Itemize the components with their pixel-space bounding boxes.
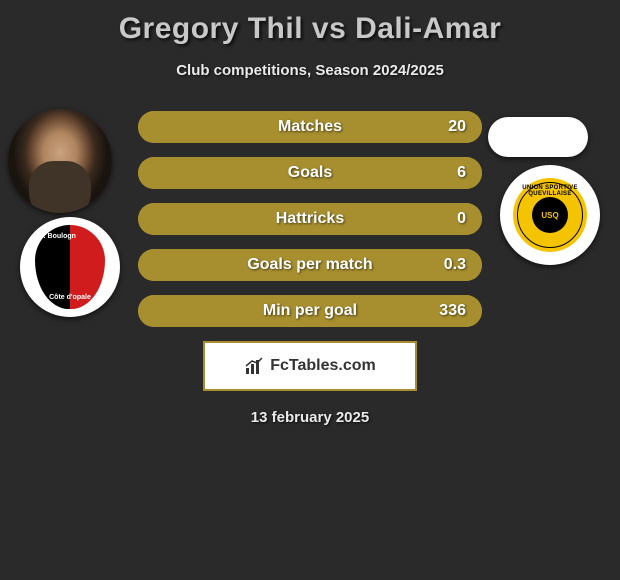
stat-bar-value: 6 [457,157,466,189]
page-title: Gregory Thil vs Dali-Amar [0,0,620,46]
stat-bars: Matches20 Goals6 Hattricks0 Goals per match… [138,109,482,327]
club-left-badge: S. Boulogn Côte d'opale [20,217,120,317]
player-left-avatar [8,109,112,213]
site-logo-text: FcTables.com [270,357,376,375]
stat-bar-label: Goals [138,157,482,189]
club-left-bottom-text: Côte d'opale [35,294,105,301]
club-left-top-text: S. Boulogn [39,233,76,240]
stat-bar: Hattricks0 [138,203,482,235]
stat-bar-value: 20 [448,111,466,143]
stat-bar-value: 0 [457,203,466,235]
club-right-arc-text: UNION SPORTIVE QUEVILLAISE [513,185,587,197]
stat-bar: Min per goal336 [138,295,482,327]
stat-bar-value: 336 [439,295,466,327]
stat-bar: Matches20 [138,111,482,143]
content-area: S. Boulogn Côte d'opale UNION SPORTIVE Q… [0,109,620,426]
stat-bar: Goals6 [138,157,482,189]
club-left-shield: S. Boulogn Côte d'opale [35,225,105,309]
stat-bar-label: Matches [138,111,482,143]
club-right-disc: UNION SPORTIVE QUEVILLAISE USQ [513,178,587,252]
stat-bar: Goals per match0.3 [138,249,482,281]
stat-bar-value: 0.3 [444,249,466,281]
chart-icon [244,356,264,376]
player-right-avatar [488,117,588,157]
club-right-badge: UNION SPORTIVE QUEVILLAISE USQ [500,165,600,265]
page-subtitle: Club competitions, Season 2024/2025 [0,62,620,79]
stat-bar-label: Min per goal [138,295,482,327]
stat-bar-label: Hattricks [138,203,482,235]
stat-bar-label: Goals per match [138,249,482,281]
site-logo[interactable]: FcTables.com [203,341,417,391]
club-right-core: USQ [532,197,568,233]
date-label: 13 february 2025 [0,409,620,426]
